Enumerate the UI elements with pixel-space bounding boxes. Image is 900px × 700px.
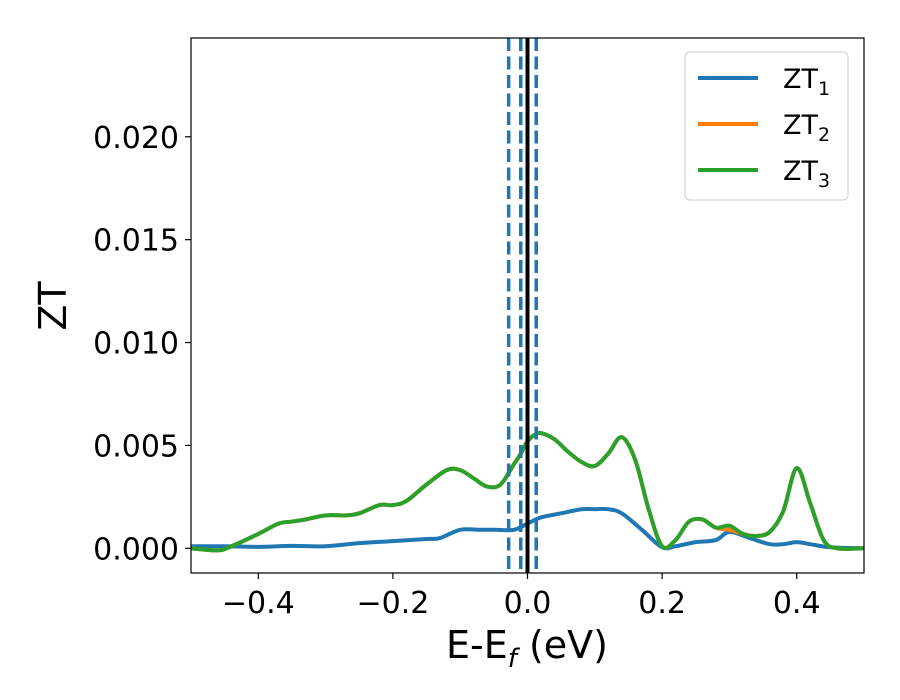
y-tick-label: 0.000 bbox=[93, 532, 179, 567]
legend-box bbox=[684, 51, 849, 201]
plot-area bbox=[191, 430, 864, 553]
legend-label-3: ZT3 bbox=[783, 156, 830, 192]
x-axis-label-main: E-E bbox=[446, 623, 508, 667]
legend-label-1: ZT1 bbox=[783, 64, 830, 100]
legend-label-2: ZT2 bbox=[783, 110, 830, 146]
x-axis: −0.4 −0.2 0.0 0.2 0.4 bbox=[222, 573, 821, 621]
y-axis-label: ZT bbox=[31, 281, 75, 331]
reference-lines bbox=[506, 38, 538, 573]
series-line-3 bbox=[191, 430, 864, 553]
y-axis: 0.000 0.005 0.010 0.015 0.020 bbox=[93, 121, 191, 567]
x-tick-label: 0.2 bbox=[638, 586, 686, 621]
y-tick-label: 0.020 bbox=[93, 121, 179, 156]
x-axis-label: E-Ef (eV) bbox=[446, 623, 608, 674]
x-axis-label-unit: (eV) bbox=[517, 623, 608, 667]
y-tick-label: 0.010 bbox=[93, 327, 179, 362]
series-line-1 bbox=[191, 506, 864, 551]
y-tick-label: 0.005 bbox=[93, 429, 179, 464]
x-tick-label: 0.4 bbox=[773, 586, 821, 621]
x-tick-label: −0.2 bbox=[356, 586, 429, 621]
y-tick-label: 0.015 bbox=[93, 224, 179, 259]
x-tick-label: −0.4 bbox=[222, 586, 295, 621]
legend: ZT1 ZT2 ZT3 bbox=[684, 51, 849, 201]
x-tick-label: 0.0 bbox=[504, 586, 552, 621]
